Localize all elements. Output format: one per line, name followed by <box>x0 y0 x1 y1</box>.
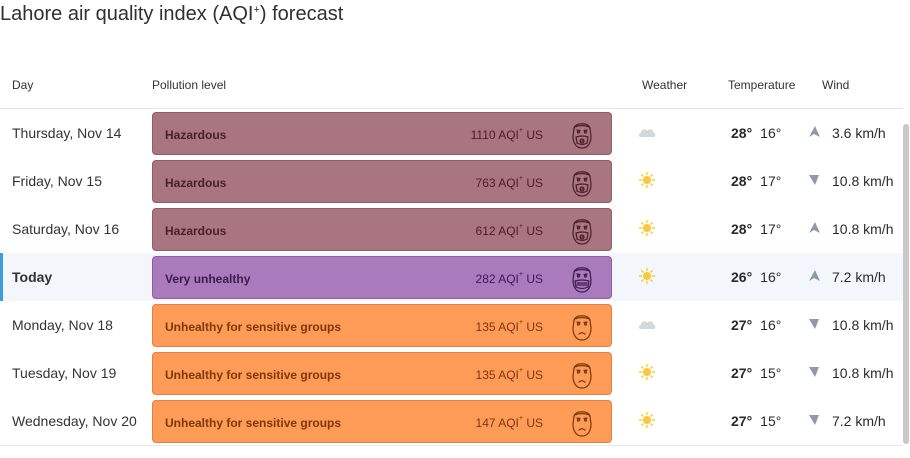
day-label: Wednesday, Nov 20 <box>12 413 137 429</box>
mask-face-icon <box>569 262 595 294</box>
gas-mask-face-icon <box>569 118 595 150</box>
wind-speed: 10.8 km/h <box>832 173 894 189</box>
gas-mask-face-icon <box>569 214 595 246</box>
pollution-level-bar: Hazardous 612 AQI+ US <box>152 208 612 251</box>
pollution-level-bar: Unhealthy for sensitive groups 135 AQI+ U… <box>152 304 612 347</box>
pollution-level-bar: Very unhealthy 282 AQI+ US <box>152 256 612 299</box>
day-label: Tuesday, Nov 19 <box>12 365 117 381</box>
wind-speed: 10.8 km/h <box>832 317 894 333</box>
cloud-icon <box>636 315 658 333</box>
scrollbar[interactable] <box>903 124 909 444</box>
page-title: Lahore air quality index (AQI+) forecast <box>0 3 344 25</box>
pollution-level-bar: Hazardous 763 AQI+ US <box>152 160 612 203</box>
table-row[interactable]: Today Very unhealthy 282 AQI+ US 26° 16° 7.2 … <box>0 253 903 301</box>
table-row[interactable]: Thursday, Nov 14 Hazardous 1110 AQI+ US 28°… <box>0 109 903 157</box>
unhappy-face-icon <box>569 358 595 390</box>
day-label: Friday, Nov 15 <box>12 173 102 189</box>
pollution-level-bar: Unhealthy for sensitive groups 135 AQI+ U… <box>152 352 612 395</box>
table-row[interactable]: Wednesday, Nov 20 Unhealthy for sensitive… <box>0 397 903 445</box>
wind-direction-icon <box>807 317 821 331</box>
aqi-value: 1110 AQI+ US <box>470 127 543 142</box>
aqi-value: 612 AQI+ US <box>475 223 543 238</box>
unhappy-face-icon <box>569 310 595 342</box>
aqi-value: 282 AQI+ US <box>475 271 543 286</box>
pollution-level-bar: Hazardous 1110 AQI+ US <box>152 112 612 155</box>
sun-icon <box>636 363 658 381</box>
aqi-value: 763 AQI+ US <box>475 175 543 190</box>
wind-speed: 7.2 km/h <box>832 269 886 285</box>
sun-icon <box>636 219 658 237</box>
temperature: 27° 16° <box>731 317 782 333</box>
wind-direction-icon <box>807 413 821 427</box>
aqi-value: 147 AQI+ US <box>475 415 543 430</box>
table-header: Day Pollution level Weather Temperature … <box>0 62 903 109</box>
temperature: 27° 15° <box>731 365 782 381</box>
day-label: Thursday, Nov 14 <box>12 125 122 141</box>
wind-speed: 10.8 km/h <box>832 221 894 237</box>
forecast-table: Thursday, Nov 14 Hazardous 1110 AQI+ US 28°… <box>0 109 903 445</box>
temperature: 28° 17° <box>731 173 782 189</box>
sun-icon <box>636 411 658 429</box>
table-row[interactable]: Friday, Nov 15 Hazardous 763 AQI+ US 28° 17°… <box>0 157 903 205</box>
column-pollution-level: Pollution level <box>152 78 227 92</box>
sun-icon <box>636 171 658 189</box>
pollution-level-label: Unhealthy for sensitive groups <box>165 368 342 382</box>
unhappy-face-icon <box>569 406 595 438</box>
aqi-value: 135 AQI+ US <box>475 319 543 334</box>
table-row[interactable]: Saturday, Nov 16 Hazardous 612 AQI+ US 28° 1… <box>0 205 903 253</box>
day-label: Monday, Nov 18 <box>12 317 113 333</box>
table-row[interactable]: Monday, Nov 18 Unhealthy for sensitive gr… <box>0 301 903 349</box>
wind-direction-icon <box>807 365 821 379</box>
wind-direction-icon <box>807 173 821 187</box>
column-weather: Weather <box>642 78 688 92</box>
column-day: Day <box>12 78 34 92</box>
table-divider <box>0 445 903 446</box>
wind-speed: 7.2 km/h <box>832 413 886 429</box>
cloud-icon <box>636 123 658 141</box>
pollution-level-label: Unhealthy for sensitive groups <box>165 416 342 430</box>
pollution-level-label: Hazardous <box>165 128 227 142</box>
pollution-level-label: Hazardous <box>165 224 227 238</box>
column-wind: Wind <box>822 78 850 92</box>
wind-speed: 10.8 km/h <box>832 365 894 381</box>
pollution-level-label: Hazardous <box>165 176 227 190</box>
pollution-level-bar: Unhealthy for sensitive groups 147 AQI+ U… <box>152 400 612 443</box>
aqi-value: 135 AQI+ US <box>475 367 543 382</box>
sun-icon <box>636 267 658 285</box>
temperature: 27° 15° <box>731 413 782 429</box>
temperature: 28° 17° <box>731 221 782 237</box>
wind-speed: 3.6 km/h <box>832 125 886 141</box>
column-temperature: Temperature <box>728 78 796 92</box>
day-label: Saturday, Nov 16 <box>12 221 120 237</box>
pollution-level-label: Very unhealthy <box>165 272 251 286</box>
temperature: 28° 16° <box>731 125 782 141</box>
gas-mask-face-icon <box>569 166 595 198</box>
wind-direction-icon <box>807 269 821 283</box>
pollution-level-label: Unhealthy for sensitive groups <box>165 320 342 334</box>
temperature: 26° 16° <box>731 269 782 285</box>
wind-direction-icon <box>807 221 821 235</box>
day-label: Today <box>12 269 53 285</box>
table-row[interactable]: Tuesday, Nov 19 Unhealthy for sensitive g… <box>0 349 903 397</box>
wind-direction-icon <box>807 125 821 139</box>
